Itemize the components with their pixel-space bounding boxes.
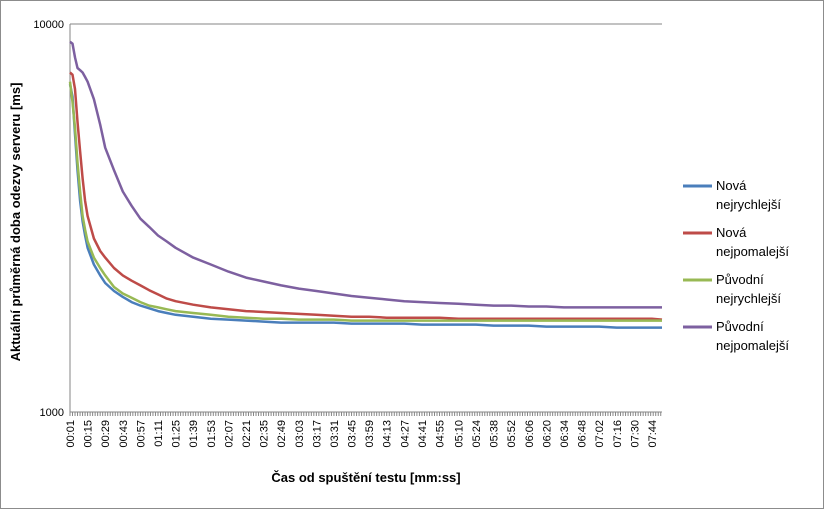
x-tick-label: 03:59 [364,420,376,448]
y-axis-title: Aktuální průměrná doba odezvy serveru [m… [8,83,23,362]
x-tick-label: 07:02 [594,420,606,448]
x-tick-label: 00:29 [100,420,112,448]
x-tick-label: 02:07 [223,420,235,448]
series-line-4 [69,40,662,309]
x-tick-label: 01:53 [206,420,218,448]
x-tick-label: 04:41 [417,420,429,448]
x-tick-label: 01:25 [171,420,183,448]
x-tick-label: 05:10 [453,420,465,448]
x-tick-label: 03:45 [347,420,359,448]
x-tick-label: 06:48 [577,420,589,448]
x-tick-label: 00:01 [65,420,77,448]
x-tick-label: 06:06 [524,420,536,448]
x-tick-label: 00:43 [118,420,130,448]
legend-label-4-line2: nejpomalejší [716,338,789,353]
x-tick-label: 05:38 [489,420,501,448]
x-tick-label: 03:17 [311,420,323,448]
legend-label-1: Nová [716,178,747,193]
x-tick-label: 07:16 [612,420,624,448]
x-tick-label: 05:52 [506,420,518,448]
x-tick-label: 00:15 [83,420,95,448]
legend-label-2: Nová [716,225,747,240]
x-tick-label: 00:57 [135,420,147,448]
x-tick-label: 04:13 [382,420,394,448]
x-tick-label: 05:24 [471,420,483,448]
x-tick-label: 03:03 [294,420,306,448]
x-tick-label: 07:30 [629,420,641,448]
legend-label-4: Původní [716,319,764,334]
y-tick-label: 1000 [40,407,64,419]
legend-label-3-line2: nejrychlejší [716,291,781,306]
x-tick-label: 07:44 [647,420,659,448]
x-tick-label: 04:27 [399,420,411,448]
series-layer [68,40,663,329]
x-tick-label: 02:49 [276,420,288,448]
x-tick-label: 06:20 [541,420,553,448]
series-line-2 [69,71,663,321]
legend: Nová nejrychlejší Nová nejpomalejší Původní n… [683,178,789,353]
x-axis-title: Čas od spuštění testu [mm:ss] [271,470,460,485]
x-tick-label: 02:35 [259,420,271,448]
series-line-3 [68,81,662,322]
x-tick-label: 06:34 [559,420,571,448]
grid-layer [70,23,662,413]
x-tick-label: 02:21 [241,420,253,448]
legend-label-1-line2: nejrychlejší [716,197,781,212]
x-tick-label: 01:39 [188,420,200,448]
tick-label-layer: 1000 10000 00:01 00:15 00:29 00:43 00:57 01:11 0… [33,19,659,448]
x-tick-label: 01:11 [153,420,165,447]
x-tick-label: 04:55 [435,420,447,448]
y-tick-label: 10000 [33,19,64,31]
legend-label-3: Původní [716,272,764,287]
axis-layer [69,24,662,416]
series-line-1 [68,83,662,329]
x-tick-label: 03:31 [329,420,341,448]
legend-label-2-line2: nejpomalejší [716,244,789,259]
